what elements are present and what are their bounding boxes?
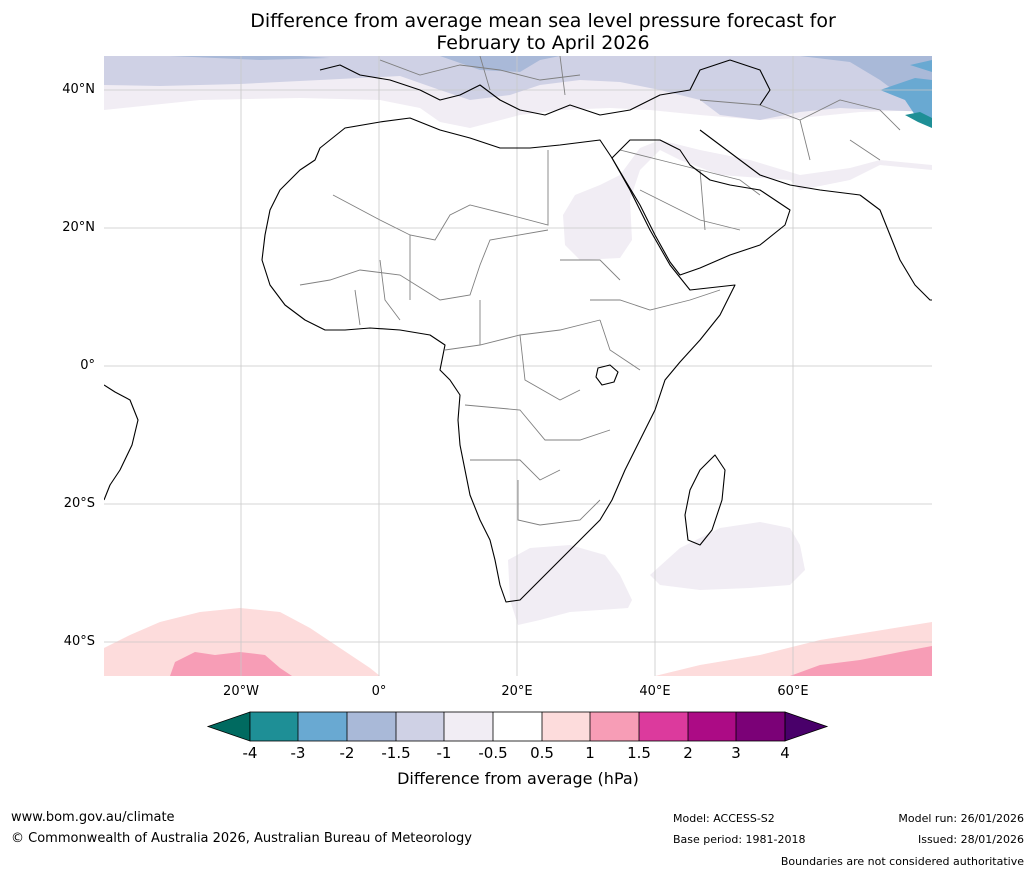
title-line-1: Difference from average mean sea level p…: [250, 10, 836, 32]
lon-label-0: 0°: [371, 684, 387, 699]
colorbar-tick-label: -1.5: [381, 744, 411, 762]
country-boundaries: [299, 56, 901, 526]
shading-minus-0-5-south-africa: [508, 545, 632, 625]
boundary-sahel: [299, 229, 549, 301]
colorbar-bin: [688, 712, 736, 741]
shading-plus-1-southwest: [170, 652, 292, 676]
lat-label-0: 0°: [80, 358, 95, 373]
shading-plus-1-southeast: [790, 646, 932, 676]
shading-minus-1-5-north: [104, 56, 932, 120]
coastline-africa: [261, 117, 736, 603]
colorbar-bin: [639, 712, 688, 741]
footer-disclaimer: Boundaries are not considered authoritat…: [780, 855, 1024, 868]
boundary-north-africa: [332, 150, 549, 241]
colorbar-tick-label: -4: [242, 744, 258, 762]
footer-issued: Issued: 28/01/2026: [917, 833, 1024, 846]
lon-label-20e: 20°E: [501, 684, 533, 699]
coastline-arabia: [611, 139, 791, 276]
coastlines: [104, 59, 932, 603]
colorbar-bin: [736, 712, 785, 741]
lat-label-20n: 20°N: [62, 220, 95, 235]
coastline-mediterranean: [319, 59, 731, 116]
coastline-india: [859, 194, 932, 301]
shading-minus-0-5-indian-ocean: [650, 522, 805, 590]
shading-minus-2-north: [170, 56, 932, 100]
title-line-2: February to April 2026: [436, 32, 650, 54]
colorbar-label: Difference from average (hPa): [397, 769, 639, 788]
lon-label-20w: 20°W: [223, 684, 259, 699]
boundary-east-africa: [560, 259, 721, 371]
boundary-middle-east: [619, 149, 761, 231]
colorbar-tick-label: -1: [436, 744, 452, 762]
coastline-caspian-persian: [699, 59, 861, 196]
colorbar-tick-label: -3: [290, 744, 306, 762]
colorbar-bin: [347, 712, 396, 741]
colorbar-bin: [396, 712, 444, 741]
map-title: Difference from average mean sea level p…: [193, 10, 893, 54]
colorbar-tick-label: -0.5: [478, 744, 508, 762]
coastline-lake-victoria: [595, 364, 619, 386]
boundary-southern-africa: [464, 404, 611, 526]
colorbar-extend-min: [206, 711, 251, 742]
lon-label-40e: 40°E: [639, 684, 671, 699]
map-area: [104, 56, 932, 676]
colorbar-extend-max: [784, 711, 829, 742]
colorbar-bin: [298, 712, 347, 741]
footer-model: Model: ACCESS-S2: [673, 812, 775, 825]
shading-minus-4-north: [905, 112, 932, 128]
boundary-west-africa: [354, 235, 411, 326]
colorbar-tick-label: 1.5: [627, 744, 651, 762]
colorbar-outline: [249, 711, 786, 742]
colorbar-tick-label: -2: [339, 744, 355, 762]
lat-label-20s: 20°S: [63, 496, 95, 511]
boundary-central-africa: [444, 300, 601, 401]
lat-label-40s: 40°S: [63, 634, 95, 649]
colorbar-bin: [250, 712, 298, 741]
coastline-madagascar: [684, 454, 726, 546]
footer-website: www.bom.gov.au/climate: [11, 810, 175, 825]
footer-model-run: Model run: 26/01/2026: [898, 812, 1024, 825]
colorbar-tick-label: 0.5: [530, 744, 554, 762]
graticule: [104, 56, 932, 676]
footer-base-period: Base period: 1981-2018: [673, 833, 806, 846]
colorbar-tick-label: 2: [683, 744, 693, 762]
colorbar-tick-label: 1: [585, 744, 595, 762]
colorbar-bin: [444, 712, 493, 741]
colorbar-tick-label: 3: [731, 744, 741, 762]
colorbar-bin: [542, 712, 590, 741]
colorbar-bin: [590, 712, 639, 741]
lon-label-60e: 60°E: [777, 684, 809, 699]
colorbar: [206, 711, 829, 742]
colorbar-tick-label: 4: [780, 744, 790, 762]
coastline-south-america: [104, 384, 139, 501]
colorbar-bin: [493, 712, 542, 741]
boundary-central-asia: [699, 99, 901, 161]
lat-label-40n: 40°N: [62, 82, 95, 97]
southern-negative-shading: [508, 522, 805, 625]
boundary-europe: [379, 56, 581, 96]
footer-copyright: © Commonwealth of Australia 2026, Austra…: [11, 831, 472, 846]
